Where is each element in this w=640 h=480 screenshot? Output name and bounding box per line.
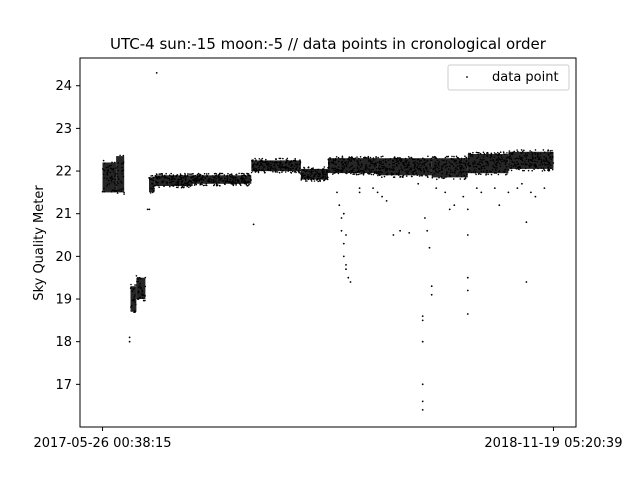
data-point-43 xyxy=(462,195,465,198)
data-band-5 xyxy=(153,172,194,189)
data-point-38 xyxy=(428,246,431,249)
chart-title: UTC-4 sun:-15 moon:-5 // data points in … xyxy=(110,35,547,53)
legend: data point xyxy=(447,64,570,91)
data-point-50 xyxy=(480,191,483,194)
data-point-40 xyxy=(444,191,447,194)
data-point-10 xyxy=(342,242,345,245)
data-point-48 xyxy=(466,313,469,315)
data-point-54 xyxy=(516,187,519,190)
data-point-33 xyxy=(421,409,424,411)
data-point-59 xyxy=(534,195,537,198)
data-band-8 xyxy=(300,166,329,183)
data-point-9 xyxy=(340,229,343,232)
data-band-7 xyxy=(250,157,302,174)
data-point-28 xyxy=(421,319,424,322)
data-point-51 xyxy=(493,187,496,190)
data-point-58 xyxy=(530,191,532,194)
plot-area xyxy=(101,72,555,411)
y-tick-label: 20 xyxy=(55,250,72,265)
data-band-13 xyxy=(508,149,555,172)
data-point-14 xyxy=(347,276,350,279)
data-point-7 xyxy=(338,204,341,207)
x-tick-label: 2017-05-26 00:38:15 xyxy=(34,436,172,451)
data-band-6 xyxy=(191,172,252,187)
data-point-37 xyxy=(430,293,433,296)
y-tick-label: 23 xyxy=(55,122,72,137)
data-point-56 xyxy=(525,221,528,224)
data-band-2 xyxy=(129,283,137,314)
data-band-12 xyxy=(467,151,509,176)
data-band-1 xyxy=(115,154,125,195)
data-band-10 xyxy=(376,155,433,178)
data-point-34 xyxy=(424,217,426,219)
data-point-0 xyxy=(155,72,158,74)
data-band-4 xyxy=(148,174,155,194)
x-axis: 2017-05-26 00:38:15 2018-11-19 05:20:39 xyxy=(34,427,622,451)
data-point-39 xyxy=(435,187,438,190)
data-point-20 xyxy=(372,187,374,190)
data-point-46 xyxy=(466,276,469,279)
data-point-17 xyxy=(345,234,347,236)
y-axis-label: Sky Quality Meter xyxy=(32,185,47,301)
y-tick-label: 24 xyxy=(55,79,72,94)
data-point-15 xyxy=(349,281,352,283)
y-axis: 17 18 19 20 21 22 23 24 xyxy=(55,79,80,393)
data-point-30 xyxy=(421,340,424,343)
data-band-9 xyxy=(327,155,378,176)
data-point-11 xyxy=(342,255,345,258)
plot-frame xyxy=(79,57,577,428)
data-point-57 xyxy=(525,281,528,283)
y-tick-label: 19 xyxy=(55,293,72,308)
data-point-52 xyxy=(498,204,501,207)
data-point-21 xyxy=(376,191,379,194)
data-point-29 xyxy=(421,315,424,317)
data-point-5 xyxy=(252,223,255,226)
data-point-36 xyxy=(430,285,433,288)
data-point-1 xyxy=(128,336,131,339)
y-tick-label: 22 xyxy=(55,165,72,180)
data-point-24 xyxy=(392,234,395,236)
data-point-49 xyxy=(475,187,478,190)
data-point-3 xyxy=(146,208,149,211)
data-point-47 xyxy=(466,289,469,292)
data-point-23 xyxy=(385,200,388,202)
data-point-25 xyxy=(399,229,401,232)
data-band-3 xyxy=(135,275,147,302)
data-point-31 xyxy=(421,383,424,386)
data-point-6 xyxy=(336,191,338,194)
data-point-13 xyxy=(345,268,347,271)
data-point-22 xyxy=(381,195,383,198)
legend-marker xyxy=(466,76,468,78)
data-band-0 xyxy=(101,159,117,193)
y-tick-label: 18 xyxy=(55,335,72,350)
y-tick-label: 21 xyxy=(55,207,72,222)
data-point-18 xyxy=(358,187,361,190)
data-point-32 xyxy=(421,400,424,403)
data-point-19 xyxy=(358,191,361,194)
data-point-16 xyxy=(342,212,345,215)
legend-entry: data point xyxy=(492,70,559,85)
data-point-42 xyxy=(453,204,456,207)
data-point-55 xyxy=(521,182,523,185)
data-band-11 xyxy=(431,155,469,181)
data-point-45 xyxy=(466,234,469,236)
data-point-26 xyxy=(408,232,411,234)
data-point-35 xyxy=(426,229,429,232)
legend-box xyxy=(447,64,570,91)
data-point-8 xyxy=(340,217,343,219)
y-tick-label: 17 xyxy=(55,378,72,393)
data-point-41 xyxy=(448,208,451,211)
data-point-2 xyxy=(128,340,131,343)
x-tick-label: 2018-11-19 05:20:39 xyxy=(484,436,622,451)
data-point-12 xyxy=(345,264,347,266)
data-point-4 xyxy=(148,208,151,211)
data-point-53 xyxy=(507,191,510,194)
data-point-27 xyxy=(417,182,420,185)
data-point-60 xyxy=(543,187,546,190)
data-point-44 xyxy=(466,208,469,211)
